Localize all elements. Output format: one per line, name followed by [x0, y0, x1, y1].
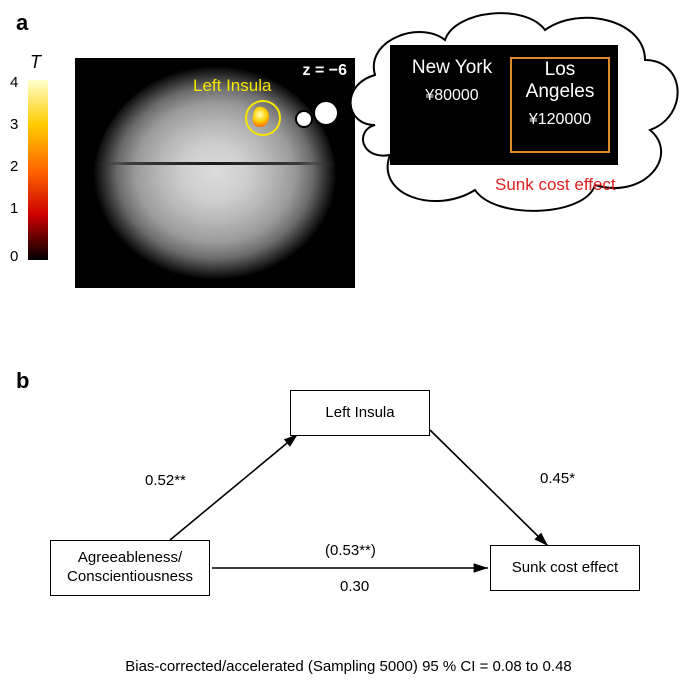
colorbar-tick: 2: [10, 158, 18, 175]
coef-total-path: (0.53**): [325, 542, 376, 559]
price-label: ¥80000: [402, 87, 502, 105]
panel-b-footer: Bias-corrected/accelerated (Sampling 500…: [0, 658, 697, 675]
price-label: ¥120000: [512, 111, 608, 129]
city-label: Los Angeles: [512, 59, 608, 103]
city-label: New York: [402, 57, 502, 79]
colorbar-tick: 4: [10, 74, 18, 91]
node-mediator: Left Insula: [290, 390, 430, 436]
node-iv: Agreeableness/ Conscientiousness: [50, 540, 210, 596]
colorbar-tick: 1: [10, 200, 18, 217]
cloud-bubble: [295, 110, 313, 128]
choice-option-left: New York ¥80000: [402, 57, 502, 105]
thought-cloud: New York ¥80000 Los Angeles ¥120000 Sunk…: [335, 5, 685, 220]
colorbar: [28, 80, 48, 260]
panel-a-label: a: [16, 10, 28, 36]
colorbar-tick: 3: [10, 116, 18, 133]
roi-label: Left Insula: [193, 76, 271, 96]
node-dv: Sunk cost effect: [490, 545, 640, 591]
sunk-cost-caption: Sunk cost effect: [495, 175, 616, 195]
coef-direct-path: 0.30: [340, 578, 369, 595]
mediation-diagram: Left Insula Agreeableness/ Conscientious…: [50, 390, 660, 650]
panel-b-label: b: [16, 368, 29, 394]
colorbar-title: T: [30, 52, 41, 73]
brain-midline: [95, 162, 335, 165]
choice-option-right: Los Angeles ¥120000: [510, 57, 610, 153]
brain-ellipse: [93, 66, 337, 280]
brain-slice: z = −6 Left Insula: [75, 58, 355, 288]
cloud-bubble: [313, 100, 339, 126]
colorbar-tick: 0: [10, 248, 18, 265]
choice-box: New York ¥80000 Los Angeles ¥120000: [390, 45, 618, 165]
coef-a-path: 0.52**: [145, 472, 186, 489]
coef-b-path: 0.45*: [540, 470, 575, 487]
